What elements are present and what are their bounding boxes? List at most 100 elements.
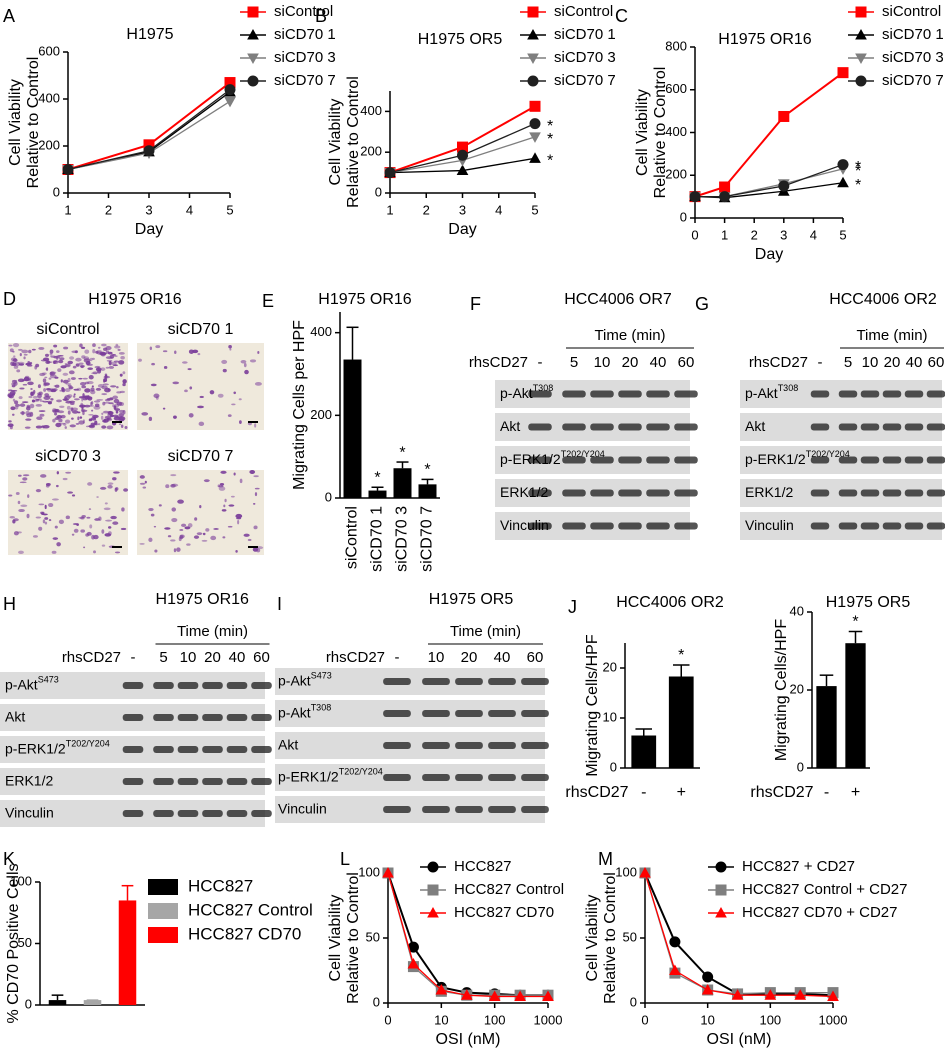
blot-row-label: Akt bbox=[500, 418, 520, 434]
cell bbox=[194, 517, 198, 521]
band bbox=[521, 710, 549, 717]
y-tick-label: 100 bbox=[358, 864, 380, 879]
legend-label: siCD70 3 bbox=[882, 49, 944, 66]
marker bbox=[527, 28, 539, 40]
x-tick-label: 2 bbox=[423, 202, 430, 217]
cell bbox=[100, 367, 106, 371]
cell bbox=[73, 395, 76, 398]
cell bbox=[254, 381, 262, 386]
cell bbox=[101, 529, 105, 534]
cell bbox=[64, 426, 67, 429]
legend-label: siCD70 3 bbox=[554, 49, 616, 66]
band bbox=[202, 714, 223, 721]
y-tick-label: 20 bbox=[603, 659, 617, 674]
row-site: T308 bbox=[311, 703, 332, 713]
cell bbox=[45, 395, 52, 398]
cell bbox=[209, 390, 215, 395]
blot-row-label: Akt bbox=[745, 418, 765, 434]
x-tick-label: 4 bbox=[495, 202, 502, 217]
cell bbox=[142, 486, 147, 489]
cell bbox=[114, 551, 121, 554]
cell bbox=[35, 516, 42, 519]
cell bbox=[57, 354, 64, 357]
row-name: ERK1/2 bbox=[5, 772, 53, 788]
cell bbox=[144, 480, 147, 484]
cell bbox=[71, 533, 75, 536]
marker bbox=[384, 167, 396, 179]
cell bbox=[112, 404, 115, 408]
cell bbox=[107, 482, 114, 485]
cell bbox=[119, 373, 123, 377]
marker bbox=[247, 28, 259, 40]
cell bbox=[124, 425, 128, 429]
series-line bbox=[67, 100, 231, 171]
cell bbox=[112, 364, 118, 367]
cell bbox=[14, 400, 19, 405]
cell bbox=[231, 403, 236, 406]
lane-label: 60 bbox=[253, 649, 270, 666]
cell bbox=[13, 531, 19, 536]
cell bbox=[62, 372, 69, 376]
x-axis-label: Day bbox=[448, 221, 476, 238]
cell bbox=[73, 393, 76, 396]
cell bbox=[249, 359, 257, 363]
x-tick-label: 100 bbox=[484, 1012, 506, 1027]
cell bbox=[83, 356, 90, 361]
y-tick-label: 0 bbox=[53, 184, 60, 199]
x-tick-label: 0 bbox=[691, 227, 698, 242]
band bbox=[177, 778, 199, 785]
row-name: Akt bbox=[5, 708, 25, 724]
significance: * bbox=[678, 647, 684, 664]
cell bbox=[155, 345, 161, 349]
cell bbox=[71, 494, 76, 497]
cell bbox=[107, 484, 113, 489]
cell bbox=[86, 516, 91, 519]
cell bbox=[139, 482, 146, 485]
cell bbox=[22, 383, 28, 386]
row-site: T202/Y204 bbox=[339, 767, 383, 777]
band bbox=[860, 423, 880, 431]
band bbox=[177, 682, 199, 689]
cell bbox=[59, 357, 65, 361]
cell bbox=[61, 386, 65, 391]
cell bbox=[170, 483, 176, 488]
legend-label: HCC827 Control + CD27 bbox=[742, 881, 908, 898]
cell bbox=[89, 524, 93, 529]
cell bbox=[48, 519, 52, 522]
cell bbox=[42, 513, 48, 516]
y-tick-label: 800 bbox=[665, 38, 687, 53]
cell bbox=[19, 403, 26, 407]
cell bbox=[182, 361, 188, 364]
panel-letter: H bbox=[3, 594, 16, 614]
cell bbox=[52, 418, 56, 423]
cell bbox=[21, 401, 29, 403]
cell bbox=[79, 381, 87, 386]
x-tick-label: + bbox=[677, 784, 686, 801]
cell bbox=[179, 529, 184, 531]
x-axis-label: rhsCD27 bbox=[750, 784, 813, 801]
bar bbox=[343, 359, 362, 498]
cell bbox=[256, 546, 264, 550]
cell bbox=[12, 379, 18, 382]
cell bbox=[85, 425, 89, 428]
cell bbox=[186, 543, 191, 546]
marker bbox=[719, 181, 731, 193]
cell bbox=[14, 403, 21, 407]
band bbox=[904, 489, 924, 497]
cell bbox=[56, 415, 63, 419]
band bbox=[422, 806, 450, 813]
band bbox=[383, 710, 411, 717]
band bbox=[562, 456, 586, 464]
cell bbox=[81, 355, 86, 359]
marker bbox=[855, 53, 867, 65]
cell bbox=[247, 538, 252, 542]
blot-row-label: p-ERK1/2T202/Y204 bbox=[500, 449, 605, 466]
cell bbox=[19, 387, 25, 390]
cell bbox=[197, 405, 204, 409]
cell bbox=[12, 362, 17, 367]
cell bbox=[210, 535, 217, 541]
cell bbox=[123, 488, 129, 492]
cell bbox=[94, 420, 98, 425]
cell bbox=[103, 378, 106, 383]
